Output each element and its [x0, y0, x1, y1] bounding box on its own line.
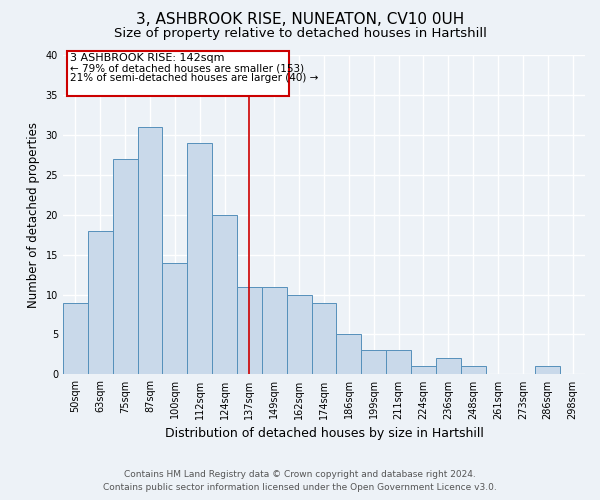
Bar: [287, 294, 311, 374]
Bar: [411, 366, 436, 374]
Bar: [113, 158, 137, 374]
X-axis label: Distribution of detached houses by size in Hartshill: Distribution of detached houses by size …: [164, 427, 484, 440]
Text: 3 ASHBROOK RISE: 142sqm: 3 ASHBROOK RISE: 142sqm: [70, 53, 225, 63]
Bar: [187, 142, 212, 374]
Bar: [67, 51, 289, 96]
Bar: [535, 366, 560, 374]
Bar: [237, 286, 262, 374]
Bar: [311, 302, 337, 374]
Bar: [212, 214, 237, 374]
Bar: [436, 358, 461, 374]
Bar: [361, 350, 386, 374]
Text: 3, ASHBROOK RISE, NUNEATON, CV10 0UH: 3, ASHBROOK RISE, NUNEATON, CV10 0UH: [136, 12, 464, 28]
Bar: [63, 302, 88, 374]
Text: Contains HM Land Registry data © Crown copyright and database right 2024.
Contai: Contains HM Land Registry data © Crown c…: [103, 470, 497, 492]
Text: 21% of semi-detached houses are larger (40) →: 21% of semi-detached houses are larger (…: [70, 73, 319, 83]
Bar: [386, 350, 411, 374]
Bar: [137, 126, 163, 374]
Bar: [262, 286, 287, 374]
Bar: [163, 262, 187, 374]
Y-axis label: Number of detached properties: Number of detached properties: [27, 122, 40, 308]
Text: Size of property relative to detached houses in Hartshill: Size of property relative to detached ho…: [113, 28, 487, 40]
Bar: [461, 366, 485, 374]
Text: ← 79% of detached houses are smaller (153): ← 79% of detached houses are smaller (15…: [70, 63, 305, 73]
Bar: [337, 334, 361, 374]
Bar: [88, 230, 113, 374]
